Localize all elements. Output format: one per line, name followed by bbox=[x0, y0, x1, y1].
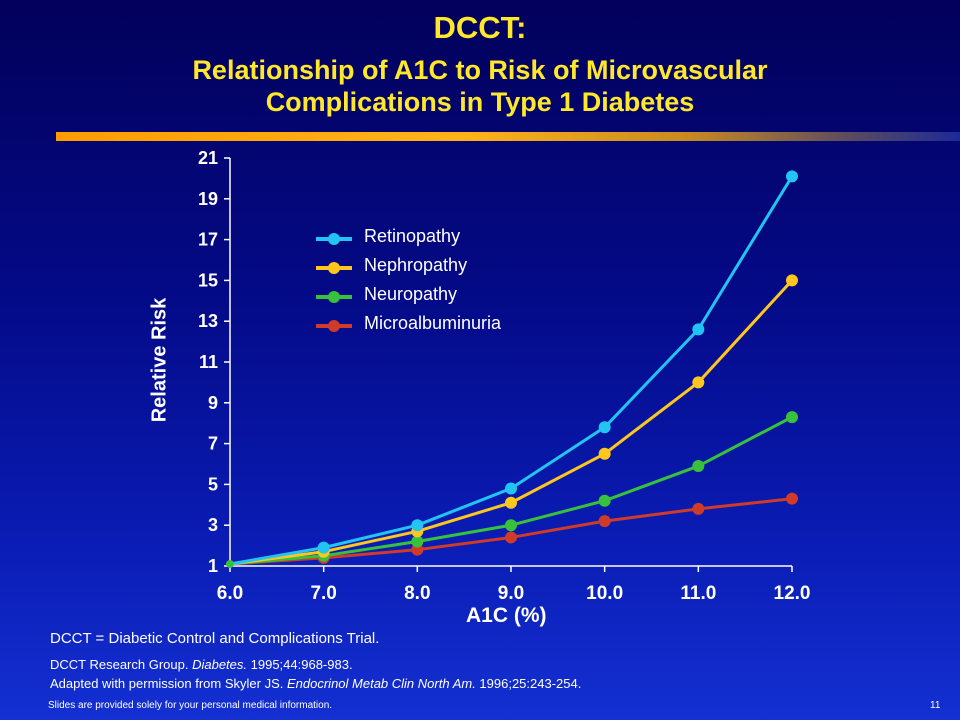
data-point-nephropathy bbox=[505, 496, 517, 509]
data-point-nephropathy bbox=[692, 376, 705, 389]
legend-marker-microalbuminuria bbox=[328, 320, 340, 332]
data-point-nephropathy bbox=[598, 447, 611, 460]
data-point-retinopathy bbox=[317, 541, 330, 554]
reference-1-citation: 1995;44:968-983. bbox=[247, 657, 353, 672]
y-tick-label: 21 bbox=[198, 148, 218, 168]
data-point-microalbuminuria bbox=[692, 502, 705, 515]
reference-1: DCCT Research Group. Diabetes. 1995;44:9… bbox=[50, 657, 353, 672]
data-point-nephropathy bbox=[786, 274, 798, 287]
data-point-retinopathy bbox=[786, 170, 798, 183]
x-tick-label: 10.0 bbox=[586, 583, 623, 604]
data-point-retinopathy bbox=[411, 519, 424, 532]
slide-subtitle: Relationship of A1C to Risk of Microvasc… bbox=[0, 54, 960, 118]
x-tick-label: 7.0 bbox=[310, 583, 336, 604]
reference-2-authors: Adapted with permission from Skyler JS. bbox=[50, 676, 287, 691]
subtitle-line-2: Complications in Type 1 Diabetes bbox=[265, 87, 695, 117]
legend-label-neuropathy: Neuropathy bbox=[364, 284, 458, 304]
y-tick-label: 1 bbox=[208, 556, 218, 576]
data-point-neuropathy bbox=[786, 411, 798, 424]
page-number: 11 bbox=[930, 700, 941, 711]
x-tick-label: 11.0 bbox=[680, 583, 716, 604]
reference-2-journal: Endocrinol Metab Clin North Am. bbox=[286, 676, 476, 691]
x-tick-label: 8.0 bbox=[404, 583, 430, 604]
data-point-neuropathy bbox=[598, 494, 611, 507]
data-point-microalbuminuria bbox=[505, 531, 517, 544]
reference-1-journal: Diabetes. bbox=[192, 657, 248, 672]
y-tick-label: 3 bbox=[208, 515, 218, 535]
y-tick-label: 19 bbox=[198, 189, 218, 209]
legend-label-nephropathy: Nephropathy bbox=[364, 255, 468, 275]
data-point-neuropathy bbox=[505, 519, 517, 532]
legend-marker-neuropathy bbox=[328, 291, 340, 303]
reference-2: Adapted with permission from Skyler JS. … bbox=[50, 676, 581, 691]
slide-title: DCCT: bbox=[433, 10, 527, 45]
x-tick-label: 12.0 bbox=[774, 583, 811, 604]
origin-point bbox=[226, 559, 234, 568]
legend-label-microalbuminuria: Microalbuminuria bbox=[364, 313, 502, 333]
reference-1-authors: DCCT Research Group. bbox=[50, 657, 193, 672]
y-tick-label: 7 bbox=[208, 434, 218, 454]
abbreviation-note: DCCT = Diabetic Control and Complication… bbox=[50, 630, 380, 647]
legend-label-retinopathy: Retinopathy bbox=[364, 226, 461, 246]
x-tick-label: 9.0 bbox=[498, 583, 524, 604]
data-point-microalbuminuria bbox=[598, 515, 611, 528]
y-tick-label: 5 bbox=[208, 474, 218, 494]
x-tick-label: 6.0 bbox=[217, 583, 243, 604]
data-point-neuropathy bbox=[692, 460, 705, 473]
disclaimer: Slides are provided solely for your pers… bbox=[48, 700, 333, 711]
legend-marker-nephropathy bbox=[328, 262, 340, 274]
y-tick-label: 15 bbox=[198, 270, 218, 290]
title-divider bbox=[56, 132, 960, 141]
data-point-microalbuminuria bbox=[786, 492, 798, 505]
data-point-neuropathy bbox=[411, 535, 424, 548]
data-point-retinopathy bbox=[692, 323, 705, 336]
y-tick-label: 17 bbox=[198, 230, 218, 250]
data-point-retinopathy bbox=[598, 421, 611, 434]
reference-2-citation: 1996;25:243-254. bbox=[475, 676, 582, 691]
y-tick-label: 11 bbox=[199, 352, 218, 372]
data-point-retinopathy bbox=[505, 482, 517, 495]
x-axis-title: A1C (%) bbox=[466, 604, 547, 627]
legend-marker-retinopathy bbox=[328, 233, 340, 245]
y-tick-label: 13 bbox=[198, 311, 218, 331]
subtitle-line-1: Relationship of A1C to Risk of Microvasc… bbox=[192, 55, 768, 85]
y-axis-title-text: Relative Risk bbox=[148, 297, 171, 423]
y-tick-label: 9 bbox=[208, 393, 218, 413]
